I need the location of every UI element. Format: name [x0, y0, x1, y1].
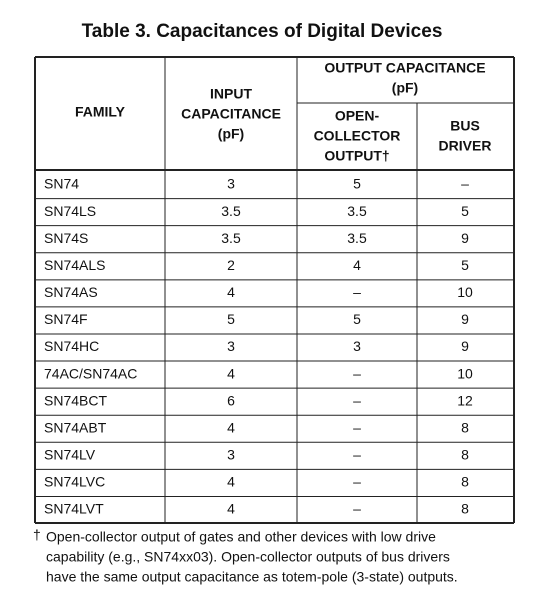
- table-cell: 3.5: [347, 203, 367, 219]
- table-cell: 3: [227, 447, 235, 463]
- row-label: SN74LVT: [44, 501, 104, 517]
- table-cell: –: [353, 284, 361, 300]
- table-cell: 4: [227, 501, 235, 517]
- column-header: INPUT: [210, 86, 252, 102]
- row-label: SN74BCT: [44, 392, 107, 408]
- row-label: SN74LV: [44, 447, 96, 463]
- table-cell: 8: [461, 419, 469, 435]
- table-grid: [34, 56, 515, 524]
- column-header: DRIVER: [439, 138, 492, 154]
- table-title: Table 3. Capacitances of Digital Devices: [82, 21, 443, 42]
- footnote-marker: †: [33, 527, 41, 543]
- column-header: (pF): [218, 126, 244, 142]
- table-cell: 4: [227, 284, 235, 300]
- table-cell: 3.5: [221, 230, 241, 246]
- row-label: SN74ALS: [44, 257, 105, 273]
- table-cell: 8: [461, 474, 469, 490]
- table-cell: 5: [353, 176, 361, 192]
- row-label: SN74ABT: [44, 419, 107, 435]
- table-cell: –: [353, 419, 361, 435]
- table-cell: –: [353, 501, 361, 517]
- table-cell: –: [353, 474, 361, 490]
- table-cell: 3: [353, 338, 361, 354]
- table-cell: 9: [461, 338, 469, 354]
- table-cell: 4: [227, 365, 235, 381]
- column-header: CAPACITANCE: [181, 106, 281, 122]
- row-label: SN74HC: [44, 338, 99, 354]
- table-cell: 8: [461, 447, 469, 463]
- table-cell: 3: [227, 176, 235, 192]
- table-cell: 9: [461, 230, 469, 246]
- row-label: SN74F: [44, 311, 88, 327]
- column-header: COLLECTOR: [314, 128, 401, 144]
- table-cell: 6: [227, 392, 235, 408]
- column-header: BUS: [450, 118, 480, 134]
- row-label: SN74S: [44, 230, 88, 246]
- column-header: (pF): [392, 80, 418, 96]
- table-cell: 5: [461, 203, 469, 219]
- row-label: SN74LS: [44, 203, 96, 219]
- table-cell: 5: [353, 311, 361, 327]
- table-cell: 4: [227, 419, 235, 435]
- table-cell: 2: [227, 257, 235, 273]
- row-label: SN74: [44, 176, 79, 192]
- table-cell: 3.5: [347, 230, 367, 246]
- footnote-text: Open-collector output of gates and other…: [46, 529, 436, 545]
- table-cell: 3.5: [221, 203, 241, 219]
- table-cell: 12: [457, 392, 473, 408]
- column-header: OUTPUT CAPACITANCE: [324, 60, 485, 76]
- table-cell: 4: [227, 474, 235, 490]
- table-cell: 9: [461, 311, 469, 327]
- table-cell: 10: [457, 365, 473, 381]
- table-cell: –: [461, 176, 469, 192]
- table-cell: 4: [353, 257, 361, 273]
- footnote-text: capability (e.g., SN74xx03). Open-collec…: [46, 549, 450, 565]
- table-cell: 3: [227, 338, 235, 354]
- row-label: SN74AS: [44, 284, 98, 300]
- table-cell: –: [353, 392, 361, 408]
- table-cell: –: [353, 447, 361, 463]
- row-label: SN74LVC: [44, 474, 105, 490]
- table-cell: 5: [461, 257, 469, 273]
- column-header: FAMILY: [75, 104, 126, 120]
- row-label: 74AC/SN74AC: [44, 365, 137, 381]
- column-header: OUTPUT†: [324, 148, 389, 164]
- footnote-text: have the same output capacitance as tote…: [46, 569, 458, 585]
- column-header: OPEN-: [335, 108, 380, 124]
- table-cell: 10: [457, 284, 473, 300]
- table-cell: –: [353, 365, 361, 381]
- table-cell: 5: [227, 311, 235, 327]
- table-cell: 8: [461, 501, 469, 517]
